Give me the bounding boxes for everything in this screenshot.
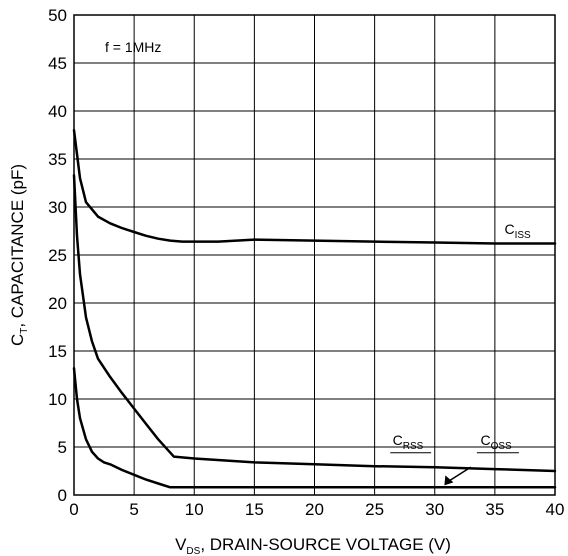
series-label-oss: COSS xyxy=(480,432,512,452)
rss-leader-line xyxy=(447,466,472,483)
y-tick-label: 50 xyxy=(48,6,67,25)
x-tick-label: 40 xyxy=(546,500,565,519)
x-tick-label: 10 xyxy=(185,500,204,519)
y-tick-label: 40 xyxy=(48,102,67,121)
curves xyxy=(72,128,557,489)
x-tick-label: 5 xyxy=(129,500,138,519)
x-tick-label: 25 xyxy=(365,500,384,519)
x-tick-label: 0 xyxy=(69,500,78,519)
x-tick-label: 15 xyxy=(245,500,264,519)
y-tick-label: 5 xyxy=(58,438,67,457)
series-line-iss xyxy=(72,128,557,245)
x-tick-label: 20 xyxy=(305,500,324,519)
x-tick-label: 30 xyxy=(425,500,444,519)
y-tick-label: 45 xyxy=(48,54,67,73)
rss-leader-arrowhead xyxy=(444,475,454,486)
grid xyxy=(73,14,556,496)
y-tick-label: 20 xyxy=(48,294,67,313)
series-labels: CISS COSS CRSS xyxy=(390,221,531,486)
tick-labels: 0 5 10 15 20 25 30 35 40 0 5 10 15 20 25 30 35 40 45 50 xyxy=(48,6,564,519)
x-axis-label: VDS, DRAIN-SOURCE VOLTAGE (V) xyxy=(175,535,451,556)
y-tick-label: 15 xyxy=(48,342,67,361)
x-tick-label: 35 xyxy=(485,500,504,519)
y-tick-label: 25 xyxy=(48,246,67,265)
y-tick-label: 30 xyxy=(48,198,67,217)
series-label-rss: CRSS xyxy=(393,432,424,452)
series-line-oss xyxy=(72,174,557,473)
series-line-rss xyxy=(72,367,557,489)
y-tick-label: 0 xyxy=(58,486,67,505)
frequency-annotation: f = 1MHz xyxy=(105,39,161,55)
y-tick-label: 35 xyxy=(48,150,67,169)
plot-frame xyxy=(73,14,556,496)
y-axis-label: CT, CAPACITANCE (pF) xyxy=(8,164,30,346)
series-label-iss: CISS xyxy=(504,221,531,241)
y-tick-label: 10 xyxy=(48,390,67,409)
